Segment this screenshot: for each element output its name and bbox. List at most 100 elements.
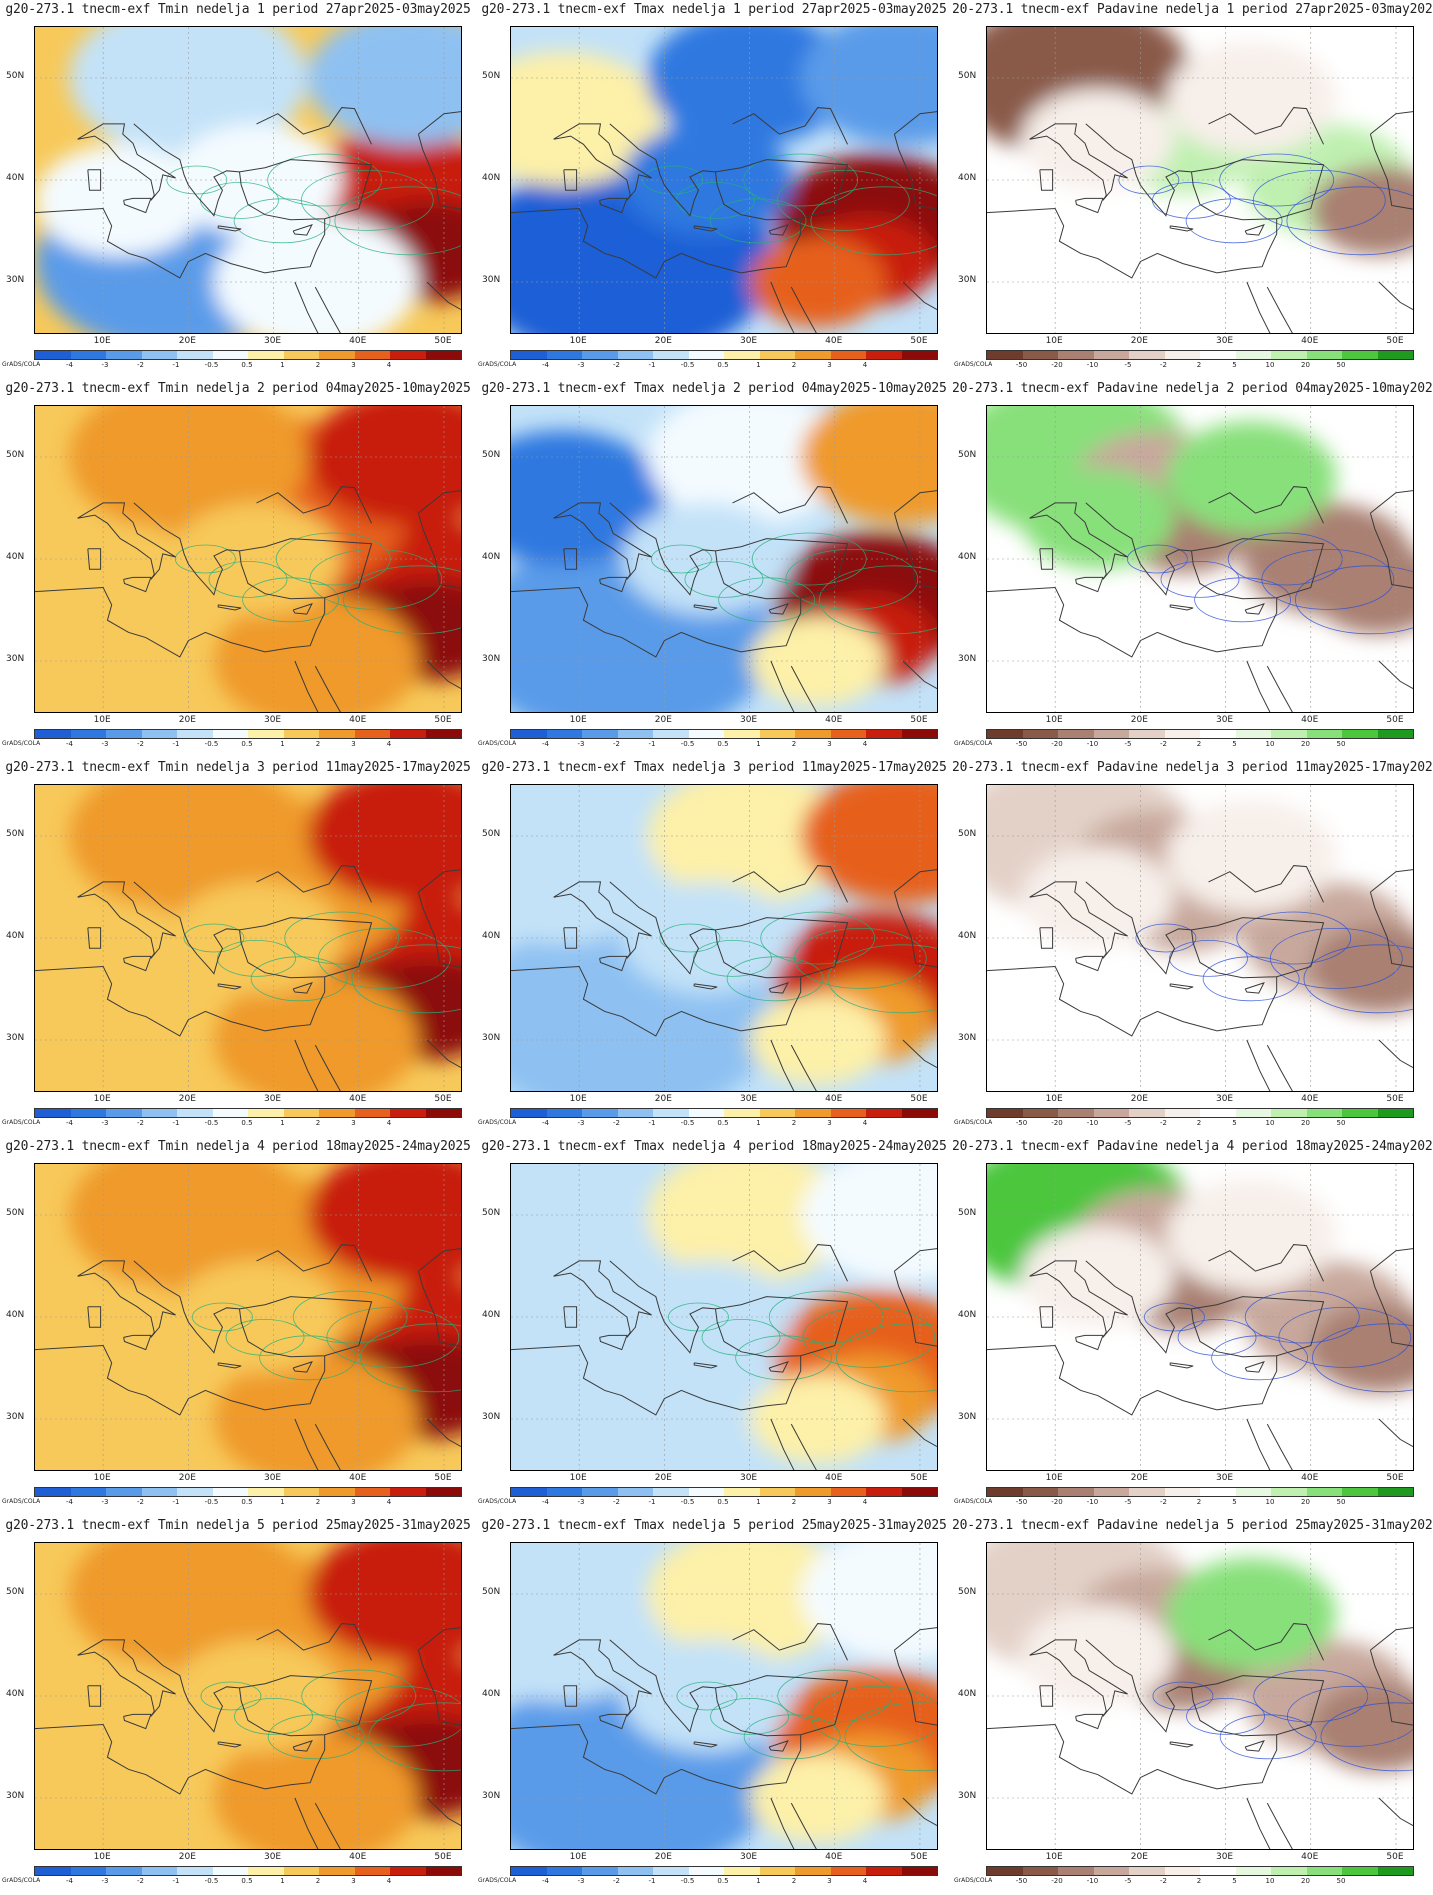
colorbar-swatch — [212, 1867, 248, 1875]
colorbar-tick-label: -2 — [137, 361, 144, 369]
coastline — [693, 983, 718, 990]
coastline — [553, 1639, 652, 1717]
colorbar-swatch — [582, 730, 618, 738]
colorbar-swatch — [1306, 1488, 1342, 1496]
colorbar-tick-label: -0.5 — [680, 361, 695, 369]
colorbar-tick-label: -50 — [1015, 1877, 1028, 1885]
lat-label: 30N — [482, 654, 501, 664]
coastline — [133, 502, 240, 596]
lon-label: 20E — [178, 1852, 196, 1862]
colorbar-swatch — [1129, 1488, 1165, 1496]
map-field — [511, 1543, 937, 1849]
colorbar-swatch — [390, 1488, 426, 1496]
coastline — [1039, 927, 1054, 949]
colorbar-swatch — [354, 1867, 390, 1875]
contour-line — [233, 198, 331, 244]
map-field — [511, 1164, 937, 1470]
coastline — [1029, 881, 1128, 959]
contour-line — [1295, 565, 1413, 635]
contour-line — [259, 1335, 357, 1381]
lon-label: 10E — [1045, 336, 1063, 346]
colorbar-swatch — [866, 730, 902, 738]
colorbar-swatch — [1377, 351, 1413, 359]
coastline — [902, 1418, 937, 1447]
colorbar — [986, 1108, 1414, 1118]
coastline — [294, 281, 319, 333]
coastline — [1169, 604, 1194, 611]
colorbar — [510, 350, 938, 360]
colorbar-tick-label: -50 — [1015, 740, 1028, 748]
coastline — [893, 1627, 937, 1726]
coastline — [790, 1044, 817, 1091]
anomaly-patch — [800, 785, 937, 904]
lon-label: 20E — [1130, 1094, 1148, 1104]
lat-label: 30N — [6, 1033, 25, 1043]
colorbar-swatch — [830, 351, 866, 359]
colorbar-tick-label: -2 — [613, 740, 620, 748]
colorbar-tick-label: 5 — [1232, 1498, 1237, 1506]
lon-label: 40E — [1301, 1852, 1319, 1862]
colorbar-tick-label: -1 — [172, 740, 180, 748]
colorbar-swatch — [1022, 1867, 1058, 1875]
colorbar-tick-label: -4 — [66, 361, 73, 369]
colorbar-tick-label: -20 — [1051, 1119, 1063, 1127]
coastline — [609, 881, 716, 975]
anomaly-patch — [511, 1567, 665, 1703]
colorbar-tick-label: -2 — [1160, 361, 1167, 369]
colorbar-swatch — [283, 351, 319, 359]
anomaly-patch — [1165, 1558, 1337, 1671]
coastline — [256, 486, 372, 524]
contour-line — [368, 1702, 461, 1772]
colorbar-tick-label: -4 — [66, 1877, 73, 1885]
colorbar-swatch — [106, 1109, 142, 1117]
anomaly-patch — [307, 1164, 461, 1283]
lon-label: 30E — [263, 715, 282, 725]
lat-label: 40N — [958, 1310, 977, 1320]
colorbar-swatch — [1271, 1109, 1307, 1117]
coastline — [1039, 169, 1054, 191]
colorbar-tick-label: 10 — [1265, 1877, 1275, 1885]
colorbar-swatch — [1342, 1109, 1378, 1117]
coastline — [1208, 486, 1324, 524]
lon-label: 20E — [654, 1473, 672, 1483]
colorbar-swatch — [617, 1867, 653, 1875]
contour-line — [709, 198, 807, 244]
coastline — [768, 1740, 789, 1752]
colorbar-swatch — [141, 351, 177, 359]
colorbar-tick-label: 0.5 — [241, 1119, 253, 1127]
lon-label: 10E — [569, 1473, 587, 1483]
map-field — [35, 1164, 461, 1470]
colorbar-swatch — [582, 1867, 618, 1875]
contour-line — [242, 577, 340, 623]
anomaly-patch — [69, 1164, 308, 1294]
coastline — [1190, 538, 1325, 600]
coastline — [987, 1724, 1278, 1795]
grads-credit: GrADS/COLA — [2, 740, 41, 747]
colorbar-swatch — [1342, 730, 1378, 738]
coastline — [292, 1740, 313, 1752]
anomaly-patch — [35, 1281, 206, 1394]
lon-label: 50E — [1386, 1852, 1404, 1862]
coastline — [292, 982, 313, 994]
coastline — [1244, 1361, 1265, 1373]
coastline — [238, 538, 373, 600]
map-frame — [986, 1163, 1414, 1471]
colorbar-tick-label: -0.5 — [680, 740, 695, 748]
colorbar-tick-label: -0.5 — [204, 361, 219, 369]
colorbar-tick-label: 2 — [315, 1877, 321, 1885]
colorbar-tick-label: -0.5 — [680, 1877, 695, 1885]
colorbar-swatch — [1129, 1109, 1165, 1117]
map-frame — [34, 1163, 462, 1471]
contour-line — [810, 186, 937, 256]
colorbar-swatch — [795, 1488, 831, 1496]
coastline — [1190, 917, 1325, 979]
colorbar-tick-label: 4 — [862, 1119, 868, 1127]
colorbar-swatch — [1235, 1488, 1271, 1496]
coastline — [1075, 197, 1104, 214]
grads-credit: GrADS/COLA — [954, 1119, 993, 1126]
grads-credit: GrADS/COLA — [2, 1119, 41, 1126]
colorbar-swatch — [795, 351, 831, 359]
colorbar-swatch — [1022, 730, 1058, 738]
colorbar-tick-label: -3 — [101, 1498, 109, 1506]
colorbar-swatch — [283, 1488, 319, 1496]
